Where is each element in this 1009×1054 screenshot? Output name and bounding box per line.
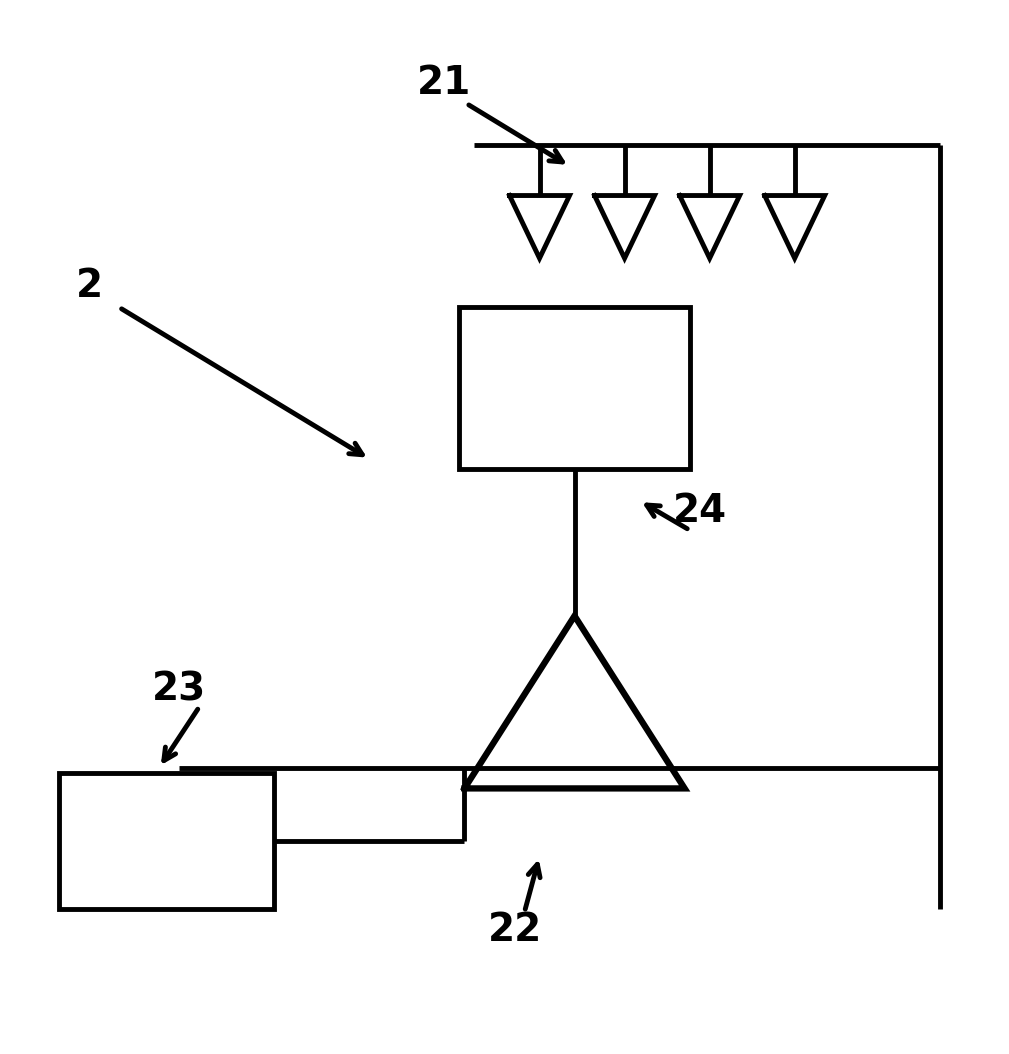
Text: 22: 22	[487, 911, 542, 949]
Text: 24: 24	[673, 492, 726, 530]
Text: 2: 2	[76, 268, 103, 306]
Bar	[60, 773, 274, 909]
Bar	[459, 308, 689, 469]
Text: 21: 21	[418, 63, 471, 101]
Text: 23: 23	[152, 670, 207, 708]
